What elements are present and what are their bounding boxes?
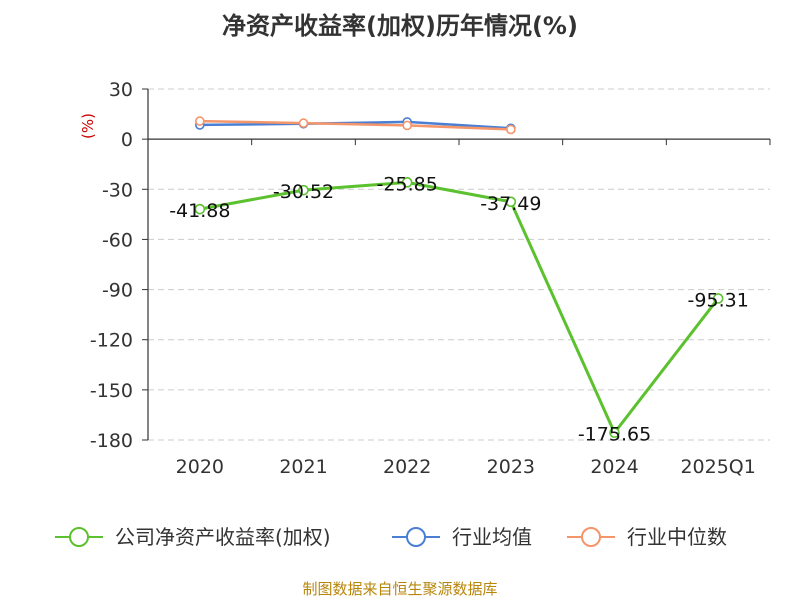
y-tick-label: -120 [90, 330, 133, 352]
series-point-0 [505, 196, 517, 208]
data-label: -37.49 [480, 193, 541, 215]
legend-label: 行业中位数 [627, 525, 727, 549]
y-tick-label: -180 [90, 430, 133, 452]
series-point-0 [401, 177, 413, 188]
x-tick-label: 2021 [279, 456, 327, 478]
y-tick-label: -60 [102, 229, 133, 251]
series-point-0 [194, 203, 206, 215]
series-point-2 [402, 120, 412, 131]
y-tick-label: -150 [90, 380, 133, 402]
x-tick-label: 2025Q1 [680, 456, 755, 478]
x-tick-label: 2023 [487, 456, 535, 478]
series-point-0 [712, 293, 724, 304]
legend: 公司净资产收益率(加权) 行业均值 行业中位数 [55, 525, 727, 549]
y-axis-unit-label: (%) [79, 113, 97, 139]
x-tick-label: 2024 [590, 456, 638, 478]
series-line-2 [199, 119, 511, 131]
legend-swatch-marker [406, 527, 426, 547]
series-point-2 [506, 124, 516, 135]
series-point-2 [195, 116, 205, 126]
data-label: -175.65 [578, 424, 651, 446]
data-label: -95.31 [688, 289, 749, 311]
series-layer [194, 116, 724, 439]
legend-label: 行业均值 [452, 525, 532, 549]
legend-swatch-marker [581, 527, 601, 547]
y-tick-label: -30 [102, 179, 133, 201]
series-line-0 [199, 180, 720, 435]
axis-layer: 2020 2021 2022 2023 2024 2025Q1 [147, 89, 771, 478]
data-label: -25.85 [377, 173, 438, 195]
y-tick-label: 0 [121, 129, 133, 151]
series-point-2 [298, 118, 309, 128]
series-line-1 [199, 120, 511, 130]
source-note: 制图数据来自恒生聚源数据库 [302, 580, 497, 598]
chart-title: 净资产收益率(加权)历年情况(%) [222, 12, 578, 40]
data-label: -30.52 [273, 181, 334, 203]
grid-layer: 30 0 -30 -60 -90 -120 -150 -180 [90, 79, 770, 452]
legend-swatch-marker [69, 527, 89, 547]
series-point-0 [298, 184, 309, 196]
x-tick-label: 2020 [176, 456, 224, 478]
data-label: -41.88 [169, 200, 230, 222]
data-label-layer: -41.88 -30.52 -25.85 -37.49 -175.65 -95.31 [169, 173, 749, 445]
x-tick-label: 2022 [383, 456, 431, 478]
y-tick-label: 30 [109, 79, 133, 101]
legend-label: 公司净资产收益率(加权) [115, 525, 331, 549]
series-point-0 [609, 427, 620, 439]
y-tick-label: -90 [102, 280, 133, 302]
